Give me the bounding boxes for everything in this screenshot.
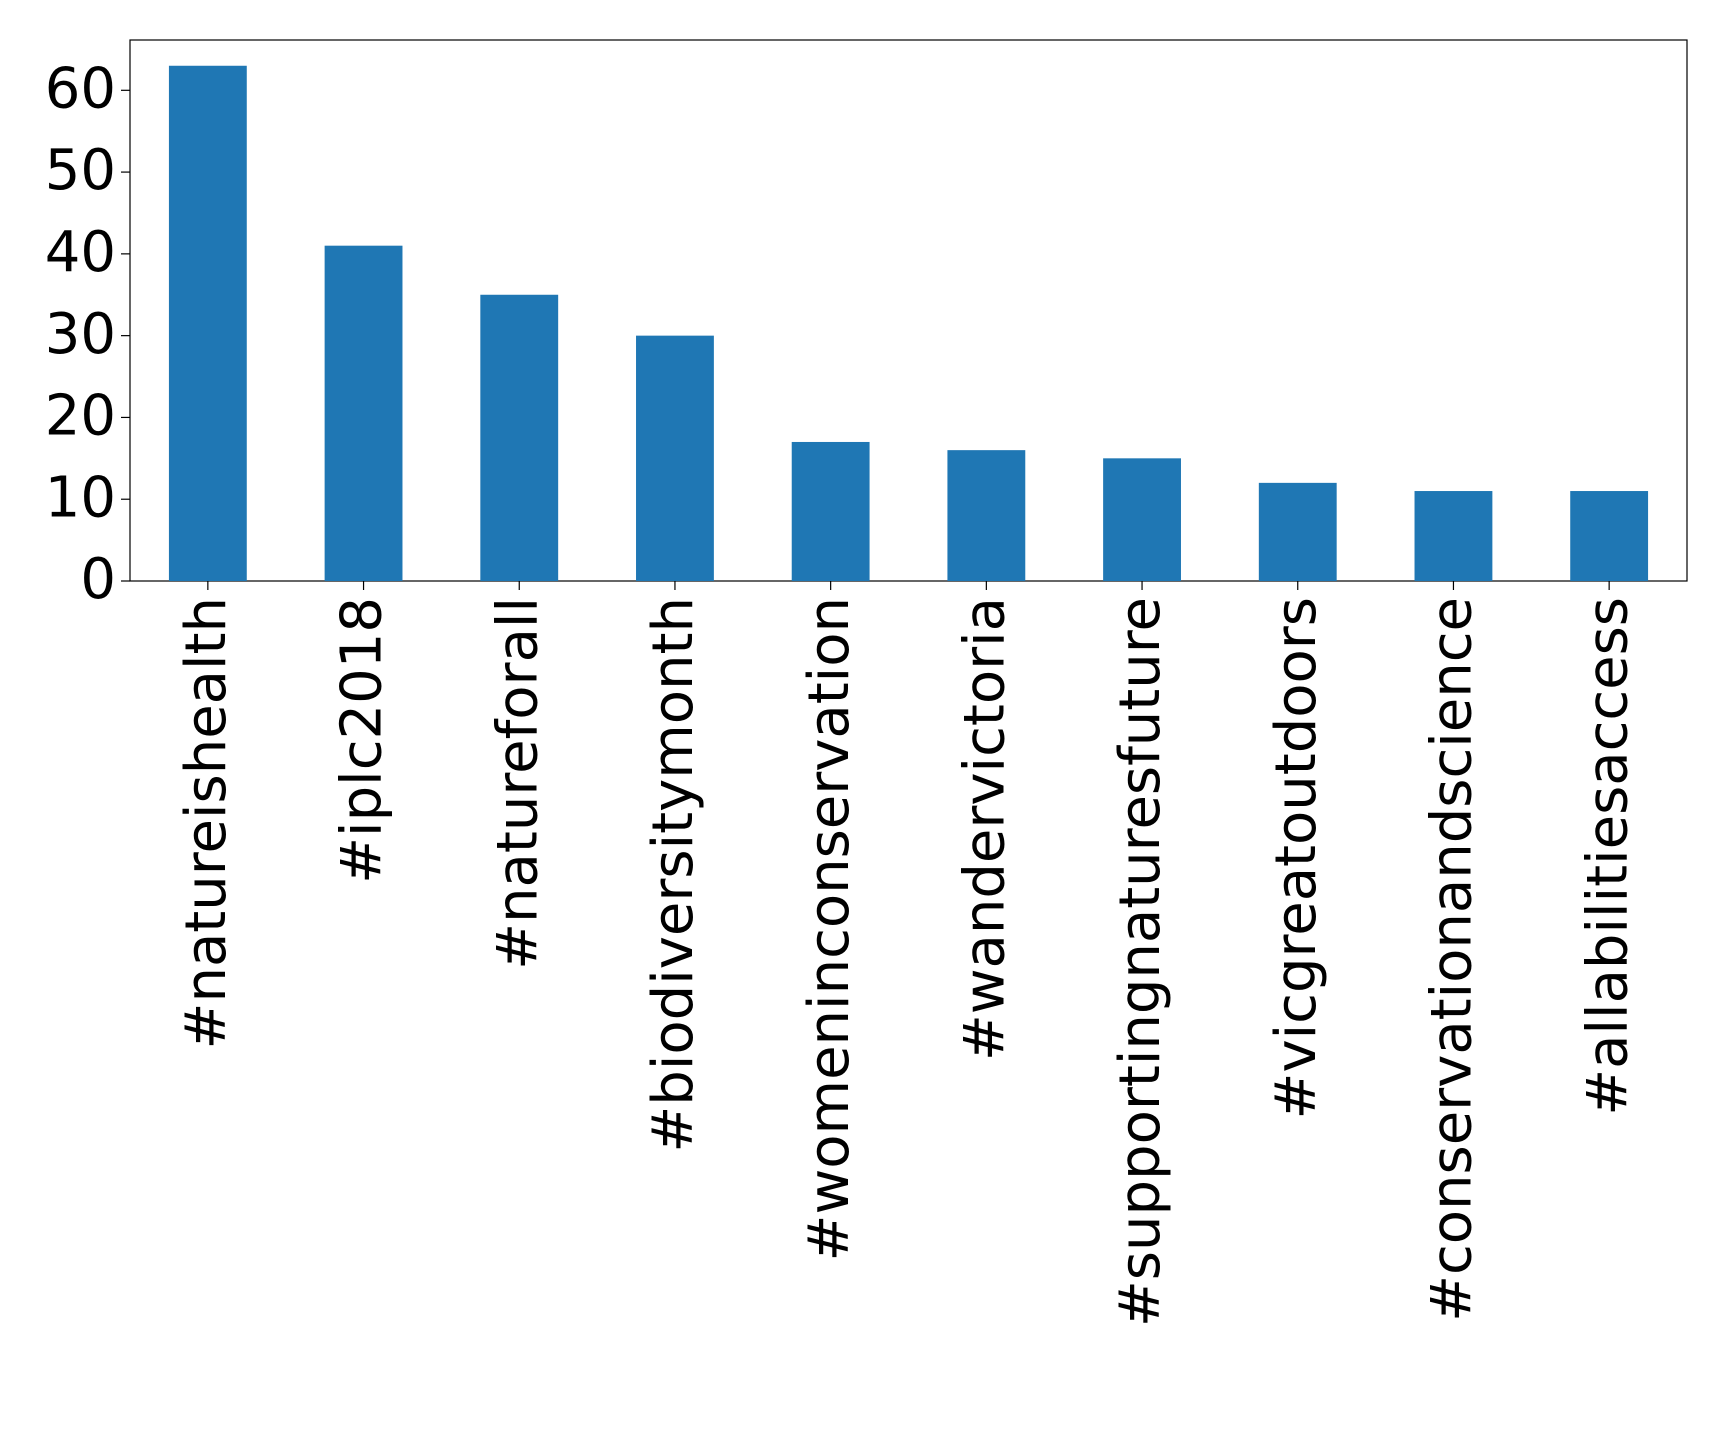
x-tick-label: #supportingnaturesfuture — [1108, 597, 1173, 1327]
x-tick-label: #wandervictoria — [952, 597, 1017, 1061]
x-tick-label: #iplc2018 — [330, 597, 395, 884]
y-tick-label: 20 — [45, 384, 116, 449]
bar — [168, 65, 247, 581]
x-tick-label: #womeninconservation — [797, 597, 862, 1261]
bar — [791, 441, 870, 581]
y-tick-label: 10 — [45, 465, 116, 530]
bar — [636, 335, 714, 581]
y-tick-label: 50 — [45, 138, 116, 203]
bar — [1570, 491, 1649, 581]
bar — [324, 245, 403, 581]
plot-frame — [129, 39, 1688, 582]
x-tick-label: #biodiversitymonth — [641, 597, 706, 1153]
x-tick-label: #natureishealth — [174, 597, 239, 1049]
y-tick-label: 0 — [80, 547, 116, 612]
y-tick-label: 60 — [45, 56, 116, 121]
bar — [1103, 458, 1181, 581]
x-tick-label: #conservationandscience — [1420, 597, 1485, 1322]
x-tick-label: #allabilitiesaccess — [1575, 597, 1640, 1116]
bar — [1414, 491, 1493, 581]
x-tick-label: #vicgreatoutdoors — [1264, 597, 1329, 1119]
x-tick-label: #natureforall — [485, 597, 550, 970]
bar — [480, 294, 559, 581]
y-tick-label: 40 — [45, 220, 116, 285]
bar — [947, 450, 1026, 581]
y-tick-label: 30 — [45, 302, 116, 367]
bar — [1258, 482, 1337, 581]
